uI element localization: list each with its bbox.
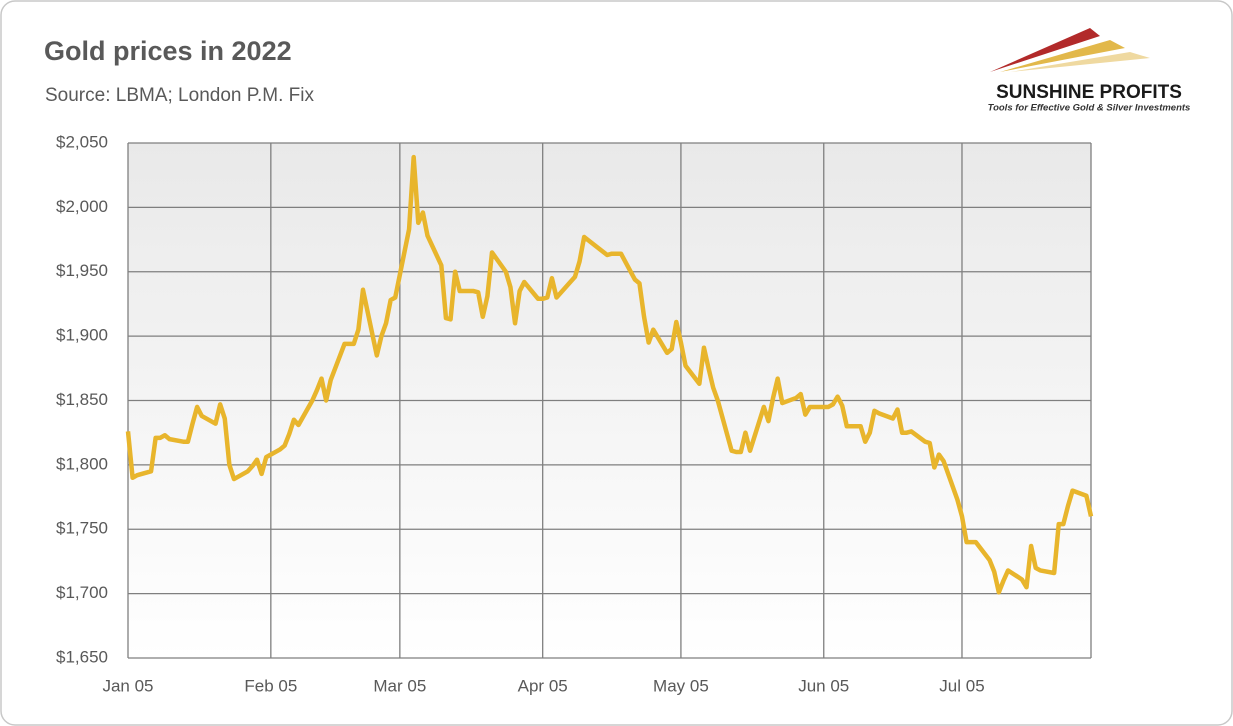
chart-subtitle: Source: LBMA; London P.M. Fix	[45, 85, 314, 106]
price-line	[125, 154, 1094, 595]
y-tick-label: $1,700	[56, 583, 108, 602]
x-tick-label: Apr 05	[518, 676, 568, 695]
y-tick-label: $1,850	[56, 390, 108, 409]
y-tick-label: $1,800	[56, 454, 108, 473]
x-tick-label: Feb 05	[244, 676, 297, 695]
logo-swoosh	[990, 28, 1100, 72]
x-tick-label: Jul 05	[939, 676, 984, 695]
logo: SUNSHINE PROFITS Tools for Effective Gol…	[988, 28, 1191, 114]
chart-title: Gold prices in 2022	[44, 36, 292, 66]
y-tick-label: $2,000	[56, 197, 108, 216]
x-tick-label: Jan 05	[102, 676, 153, 695]
logo-swoosh	[1000, 40, 1125, 72]
y-tick-label: $1,650	[56, 647, 108, 666]
logo-name: SUNSHINE PROFITS	[996, 82, 1182, 103]
x-tick-label: May 05	[653, 676, 709, 695]
x-tick-label: Mar 05	[373, 676, 426, 695]
y-tick-label: $1,900	[56, 326, 108, 345]
logo-swoosh	[1010, 52, 1150, 72]
logo-tagline: Tools for Effective Gold & Silver Invest…	[988, 103, 1191, 114]
y-tick-label: $2,050	[56, 132, 108, 151]
y-tick-label: $1,950	[56, 261, 108, 280]
x-tick-label: Jun 05	[798, 676, 849, 695]
y-tick-label: $1,750	[56, 519, 108, 538]
